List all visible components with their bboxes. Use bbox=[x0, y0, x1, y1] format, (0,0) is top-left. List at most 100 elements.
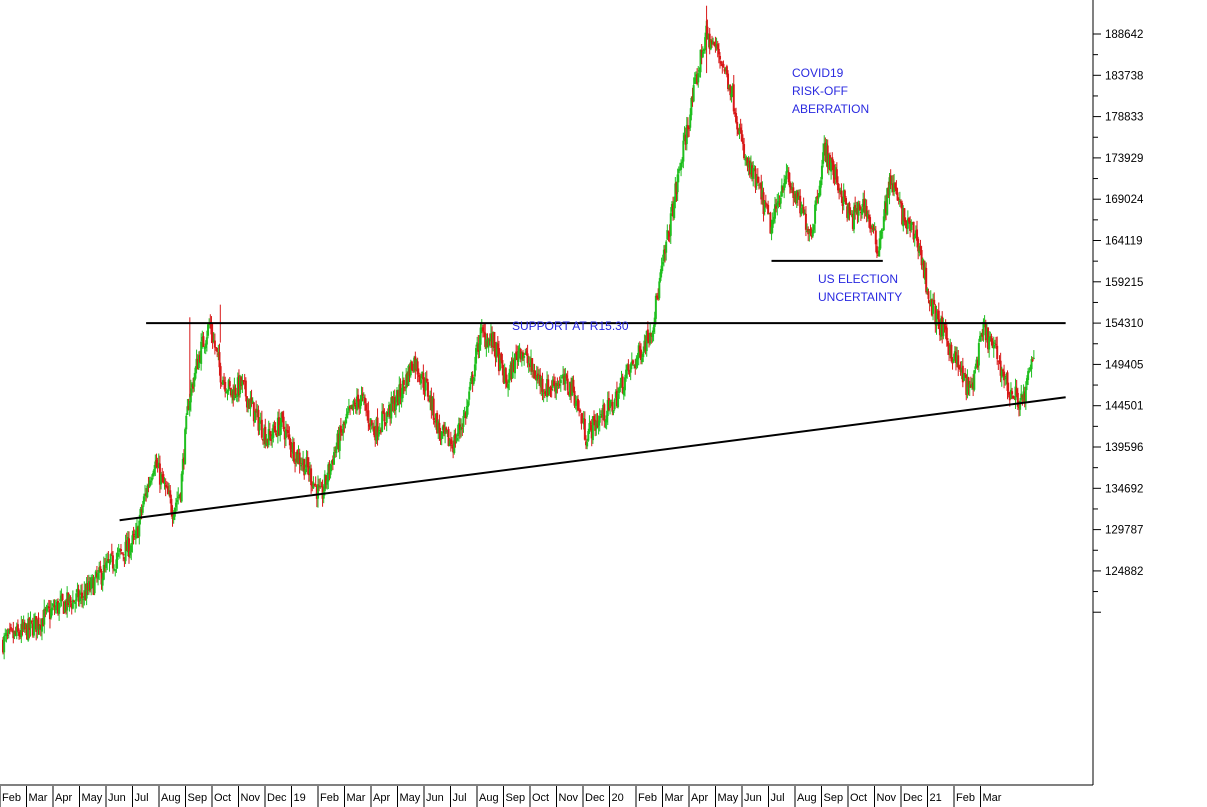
candle-down bbox=[262, 438, 265, 441]
candle-down bbox=[483, 331, 486, 333]
candle-up bbox=[208, 323, 211, 325]
candle-down bbox=[19, 635, 22, 637]
candle-up bbox=[1030, 359, 1033, 370]
candle-up bbox=[55, 601, 58, 609]
x-tick-label: Dec bbox=[267, 792, 287, 804]
candle-down bbox=[891, 183, 894, 193]
candle-up bbox=[511, 359, 514, 379]
candle-down bbox=[373, 426, 376, 436]
candle-up bbox=[699, 49, 702, 73]
candle-down bbox=[657, 296, 660, 300]
candle-up bbox=[913, 236, 916, 239]
candle-up bbox=[532, 370, 535, 372]
candle-up bbox=[190, 383, 193, 388]
candle-up bbox=[929, 299, 932, 307]
candle-down bbox=[283, 430, 286, 440]
x-tick-label: Sep bbox=[824, 792, 844, 804]
candle-down bbox=[382, 410, 385, 414]
candle-up bbox=[1022, 391, 1025, 400]
candle-up bbox=[642, 351, 645, 358]
candle-down bbox=[824, 142, 827, 162]
candle-up bbox=[177, 496, 180, 499]
candle-up bbox=[54, 606, 57, 611]
candle-down bbox=[782, 187, 785, 190]
candle-down bbox=[169, 490, 172, 498]
candle-up bbox=[350, 405, 353, 408]
candle-up bbox=[236, 377, 239, 397]
candle-down bbox=[950, 344, 953, 362]
candle-up bbox=[606, 400, 609, 416]
candle-down bbox=[192, 384, 195, 389]
candle-down bbox=[848, 203, 851, 214]
candle-down bbox=[278, 417, 281, 435]
candle-up bbox=[82, 599, 85, 601]
candle-up bbox=[405, 374, 408, 389]
candle-down bbox=[700, 50, 703, 57]
candle-down bbox=[107, 559, 110, 562]
candle-up bbox=[530, 358, 533, 367]
candle-up bbox=[68, 595, 71, 603]
candle-up bbox=[124, 541, 127, 562]
candle-up bbox=[130, 545, 133, 552]
candle-up bbox=[783, 183, 786, 191]
candle-down bbox=[951, 362, 954, 364]
candle-down bbox=[997, 360, 1000, 362]
candle-down bbox=[556, 383, 559, 386]
candle-up bbox=[873, 229, 876, 231]
candle-up bbox=[139, 508, 142, 520]
candle-up bbox=[101, 578, 104, 586]
candle-down bbox=[182, 457, 185, 463]
x-tick-label: Jun bbox=[744, 792, 762, 804]
candle-up bbox=[462, 415, 465, 427]
annotation-covid: RISK-OFF bbox=[792, 84, 848, 98]
candle-down bbox=[426, 382, 429, 397]
candle-up bbox=[29, 619, 32, 629]
candle-down bbox=[286, 430, 289, 432]
candle-up bbox=[186, 406, 189, 415]
candle-down bbox=[28, 618, 31, 630]
candle-up bbox=[489, 333, 492, 342]
candle-up bbox=[319, 485, 322, 488]
candle-up bbox=[280, 412, 283, 427]
candle-up bbox=[168, 492, 171, 494]
candle-down bbox=[397, 390, 400, 406]
candle-up bbox=[855, 207, 858, 213]
candle-up bbox=[862, 199, 865, 207]
candle-up bbox=[881, 229, 884, 231]
x-tick-label: Mar bbox=[29, 792, 48, 804]
candle-up bbox=[197, 355, 200, 369]
candle-down bbox=[696, 74, 699, 85]
candle-down bbox=[536, 373, 539, 379]
candle-up bbox=[184, 429, 187, 465]
candle-up bbox=[857, 203, 860, 216]
annotation-covid: COVID19 bbox=[792, 66, 844, 80]
candle-up bbox=[1019, 400, 1022, 410]
candle-down bbox=[621, 376, 624, 394]
candle-down bbox=[957, 355, 960, 368]
candle-down bbox=[741, 141, 744, 144]
candle-down bbox=[539, 374, 542, 386]
x-tick-label: Mar bbox=[983, 792, 1002, 804]
candle-down bbox=[161, 475, 164, 477]
candle-down bbox=[164, 484, 167, 488]
candle-up bbox=[882, 216, 885, 231]
candle-up bbox=[879, 230, 882, 249]
candle-up bbox=[568, 381, 571, 397]
candle-up bbox=[574, 403, 577, 406]
candle-down bbox=[611, 401, 614, 412]
candle-up bbox=[346, 411, 349, 416]
candle-down bbox=[497, 348, 500, 372]
candle-up bbox=[60, 595, 63, 601]
y-tick-label: 149405 bbox=[1105, 359, 1143, 371]
candle-up bbox=[227, 380, 230, 391]
candle-down bbox=[171, 512, 174, 519]
candle-up bbox=[883, 201, 886, 219]
candle-up bbox=[467, 401, 470, 407]
candle-down bbox=[145, 493, 148, 496]
candle-up bbox=[329, 464, 332, 475]
candle-down bbox=[627, 364, 630, 370]
candle-down bbox=[313, 484, 316, 486]
candle-up bbox=[478, 343, 481, 350]
candle-down bbox=[26, 624, 29, 640]
candle-down bbox=[11, 629, 14, 631]
